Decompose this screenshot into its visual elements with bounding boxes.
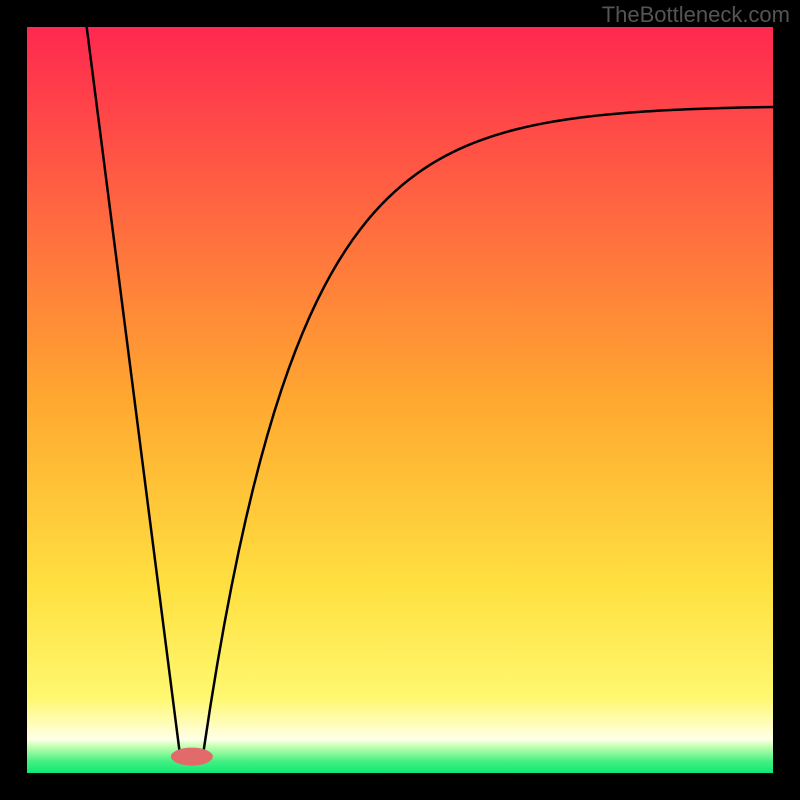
bottleneck-chart: TheBottleneck.com	[0, 0, 800, 800]
plot-area	[27, 27, 773, 773]
watermark-text: TheBottleneck.com	[602, 2, 790, 27]
optimal-marker	[171, 748, 213, 766]
